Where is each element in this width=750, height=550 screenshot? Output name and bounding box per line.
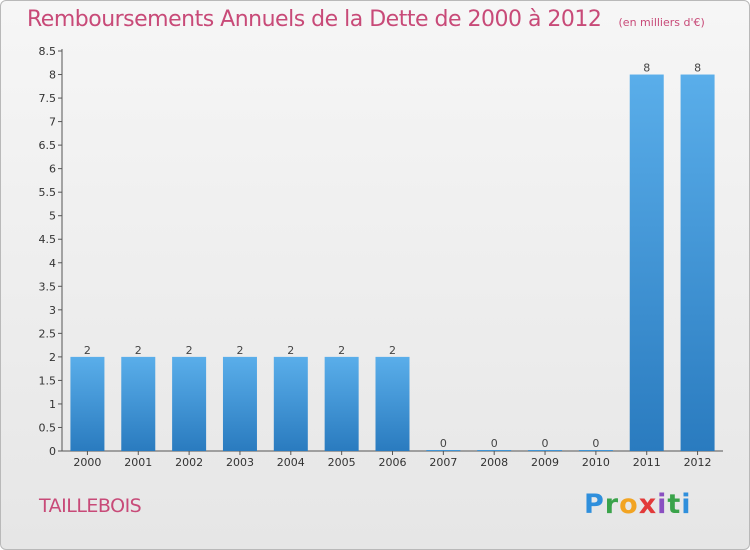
x-tick-label: 2001 — [124, 456, 152, 469]
y-tick-label: 8 — [49, 69, 56, 82]
y-tick-label: 4.5 — [39, 233, 57, 246]
data-label: 2 — [338, 344, 345, 357]
y-tick-label: 6 — [49, 163, 56, 176]
data-label: 2 — [186, 344, 193, 357]
logo-letter: P — [584, 489, 605, 520]
y-tick-label: 1.5 — [39, 374, 57, 387]
data-label: 0 — [440, 437, 447, 450]
y-tick-label: 3 — [49, 304, 56, 317]
bar — [426, 450, 461, 451]
x-tick-label: 2003 — [226, 456, 254, 469]
y-tick-label: 0.5 — [39, 421, 57, 434]
bar — [629, 74, 664, 451]
data-label: 2 — [389, 344, 396, 357]
y-tick-label: 0 — [49, 445, 56, 458]
chart-subtitle: (en milliers d'€) — [618, 16, 705, 29]
bar — [477, 450, 512, 451]
bar — [578, 450, 613, 451]
logo-letter: o — [619, 489, 639, 520]
data-label: 2 — [287, 344, 294, 357]
y-tick-label: 2.5 — [39, 327, 57, 340]
y-tick-label: 6.5 — [39, 139, 57, 152]
x-tick-label: 2002 — [175, 456, 203, 469]
y-tick-label: 7 — [49, 116, 56, 129]
bar — [375, 356, 410, 451]
logo-letter: x — [638, 489, 658, 520]
x-tick-label: 2007 — [429, 456, 457, 469]
data-label: 2 — [236, 344, 243, 357]
logo-letter: i — [657, 489, 668, 520]
proxiti-logo: Proxiti — [584, 489, 692, 520]
x-tick-label: 2004 — [277, 456, 305, 469]
x-tick-label: 2009 — [531, 456, 559, 469]
y-tick-label: 1 — [49, 398, 56, 411]
x-tick-label: 2008 — [480, 456, 508, 469]
logo-letter: i — [681, 489, 692, 520]
bar — [70, 356, 105, 451]
bar — [528, 450, 563, 451]
data-label: 0 — [491, 437, 498, 450]
logo-letter: r — [604, 489, 620, 520]
bar — [172, 356, 207, 451]
data-label: 2 — [135, 344, 142, 357]
y-tick-label: 5.5 — [39, 186, 57, 199]
data-label: 0 — [542, 437, 549, 450]
y-tick-label: 2 — [49, 351, 56, 364]
y-tick-label: 8.5 — [39, 45, 57, 58]
y-tick-label: 4 — [49, 257, 56, 270]
data-label: 0 — [592, 437, 599, 450]
chart-title: Remboursements Annuels de la Dette de 20… — [27, 7, 602, 32]
bar — [324, 356, 359, 451]
x-tick-label: 2010 — [582, 456, 610, 469]
y-tick-label: 5 — [49, 210, 56, 223]
logo-letter: t — [667, 489, 682, 520]
chart-title-group: Remboursements Annuels de la Dette de 20… — [27, 7, 705, 32]
bar — [273, 356, 308, 451]
x-tick-label: 2006 — [379, 456, 407, 469]
commune-name: TAILLEBOIS — [39, 495, 142, 517]
y-tick-label: 3.5 — [39, 280, 57, 293]
x-tick-label: 2000 — [73, 456, 101, 469]
data-label: 2 — [84, 344, 91, 357]
y-tick-label: 7.5 — [39, 92, 57, 105]
bar — [222, 356, 257, 451]
x-tick-label: 2012 — [684, 456, 712, 469]
data-label: 8 — [643, 62, 650, 75]
x-tick-label: 2011 — [633, 456, 661, 469]
bar — [121, 356, 156, 451]
data-label: 8 — [694, 62, 701, 75]
bar — [680, 74, 715, 451]
x-tick-label: 2005 — [328, 456, 356, 469]
